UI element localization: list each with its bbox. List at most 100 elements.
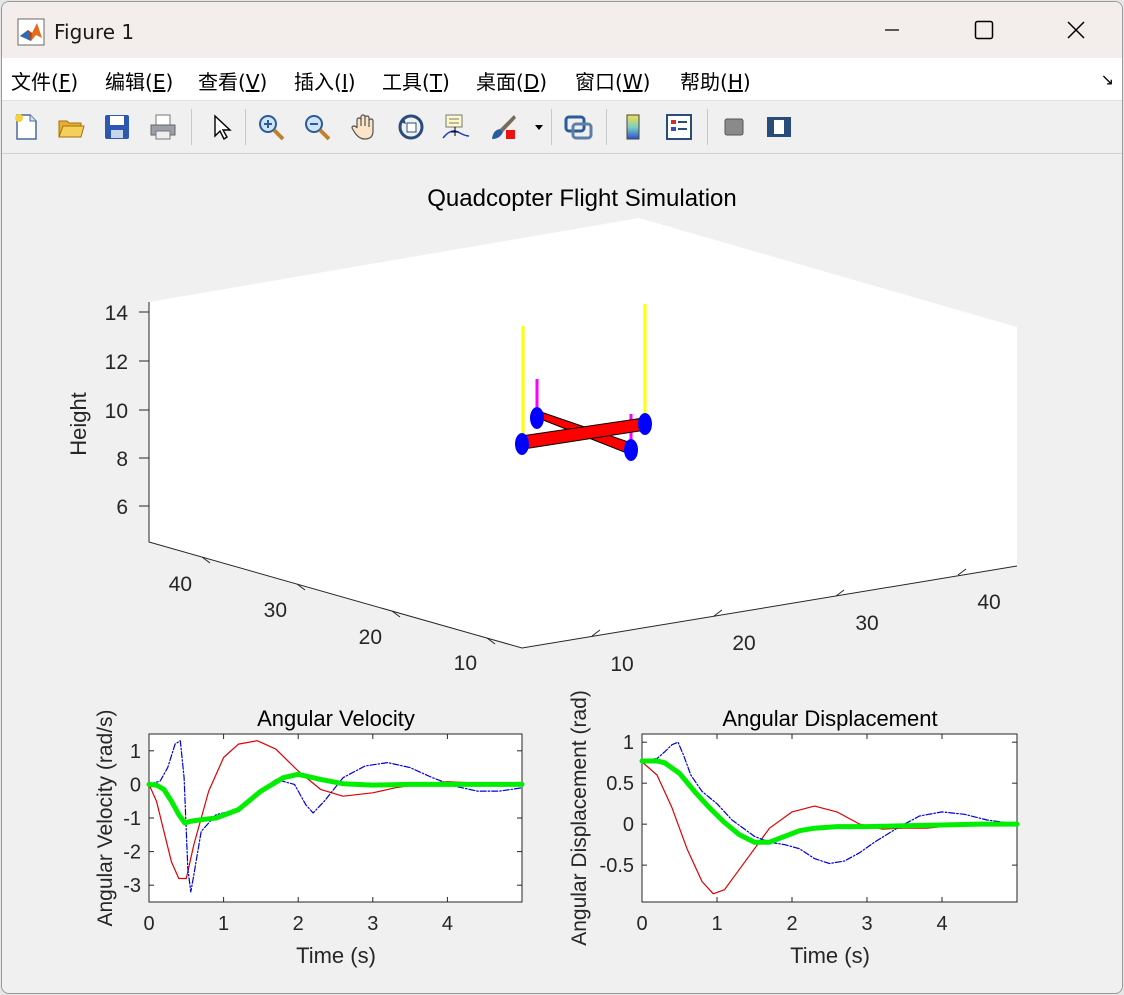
- angular-velocity-series: [146, 740, 525, 893]
- show-plot-tools-icon: [767, 117, 791, 137]
- angular-displacement-series: [639, 741, 1020, 895]
- menu-desktop-label: 桌面(: [476, 70, 524, 94]
- colorbar-button[interactable]: [616, 110, 650, 144]
- axes-3d[interactable]: Quadcopter Flight Simulation Height 14 1…: [66, 185, 1018, 676]
- link-plot-icon: [564, 115, 593, 140]
- close-button[interactable]: [1030, 2, 1122, 58]
- rotate-3d-button[interactable]: [394, 110, 428, 144]
- menu-help-tail: ): [742, 70, 751, 94]
- x-tick-label: 3: [367, 913, 378, 935]
- show-plot-tools-button[interactable]: [762, 110, 796, 144]
- select-arrow-icon: [214, 114, 232, 141]
- menu-file-tail: ): [70, 70, 79, 94]
- rotor: [638, 413, 652, 435]
- x-tick-label: 4: [442, 913, 453, 935]
- menu-bar: 文件(F) 编辑(E) 查看(V) 插入(I) 工具(T) 桌面(D) 窗口(W…: [2, 58, 1122, 101]
- legend-icon: [666, 114, 692, 140]
- menu-help-key: H: [727, 70, 743, 94]
- menu-file[interactable]: 文件(F): [11, 66, 78, 95]
- y-tick-label: -0.5: [600, 855, 634, 877]
- open-button[interactable]: [54, 110, 88, 144]
- x-tick-label: 10: [610, 653, 633, 676]
- z-tick-label: 8: [116, 448, 128, 471]
- angular-displacement-axes[interactable]: Angular Displacement Time (s) Angular Di…: [568, 690, 1020, 968]
- x-tick-label: 20: [732, 632, 755, 655]
- data-cursor-button[interactable]: [439, 110, 473, 144]
- y-tick-label: 40: [169, 573, 192, 596]
- menu-help[interactable]: 帮助(H): [680, 66, 751, 95]
- x-tick-label: 1: [218, 913, 229, 935]
- pan-button[interactable]: [347, 110, 381, 144]
- angular-displacement-yticks: 1 0.5 0 -0.5: [600, 732, 1017, 877]
- menu-window-tail: ): [642, 70, 651, 94]
- save-button[interactable]: [100, 110, 134, 144]
- brush-icon: [492, 115, 516, 139]
- menu-edit-label: 编辑(: [105, 70, 153, 94]
- menu-view-label: 查看(: [198, 70, 246, 94]
- menu-tools-label: 工具(: [382, 70, 430, 94]
- y-tick-label: 1: [623, 732, 634, 754]
- angular-velocity-xticks: 0 1 2 3 4: [143, 734, 453, 935]
- title-bar[interactable]: Figure 1: [2, 2, 1122, 58]
- angular-displacement-ylabel: Angular Displacement (rad): [568, 690, 591, 946]
- minimize-icon: [885, 29, 899, 31]
- x-tick-label: 0: [636, 913, 647, 935]
- figure-svg: Quadcopter Flight Simulation Height 14 1…: [66, 185, 1020, 968]
- y-tick-label: -3: [123, 875, 141, 897]
- series-line-red: [641, 761, 1018, 895]
- angular-velocity-axes[interactable]: Angular Velocity Time (s) Angular Veloci…: [94, 706, 525, 968]
- brush-dropdown[interactable]: [532, 110, 546, 144]
- menu-desktop-key: D: [523, 70, 540, 94]
- zoom-in-button[interactable]: [254, 110, 288, 144]
- print-button[interactable]: [146, 110, 180, 144]
- y-tick-label: 10: [454, 652, 477, 675]
- menu-edit-key: E: [152, 70, 166, 94]
- zoom-out-icon: [305, 115, 331, 141]
- menu-file-label: 文件(: [11, 70, 59, 94]
- rotor: [530, 407, 544, 429]
- menu-window[interactable]: 窗口(W): [575, 66, 650, 95]
- y-tick-label: 0.5: [606, 773, 634, 795]
- save-icon: [105, 115, 129, 139]
- angular-velocity-ylabel: Angular Velocity (rad/s): [94, 709, 117, 926]
- series-line-green: [146, 771, 525, 826]
- minimize-button[interactable]: [846, 2, 938, 58]
- x-tick-label: 3: [861, 913, 872, 935]
- toolbar-separator: [551, 109, 552, 145]
- matlab-logo-icon: [17, 18, 45, 46]
- z-tick-label: 6: [116, 496, 128, 519]
- x-floor-ticks: 10 20 30 40: [591, 568, 1001, 676]
- zoom-out-button[interactable]: [300, 110, 334, 144]
- x-tick-label: 4: [936, 913, 947, 935]
- menu-insert[interactable]: 插入(I): [294, 66, 356, 95]
- menu-desktop[interactable]: 桌面(D): [476, 66, 547, 95]
- new-figure-button[interactable]: [9, 110, 43, 144]
- angular-displacement-xticks: 0 1 2 3 4: [636, 734, 948, 935]
- angular-velocity-title: Angular Velocity: [257, 706, 415, 731]
- hide-plot-tools-button[interactable]: [717, 110, 751, 144]
- maximize-button[interactable]: [938, 2, 1030, 58]
- close-icon: [1067, 21, 1085, 39]
- x-tick-label: 1: [711, 913, 722, 935]
- quadcopter-model: [515, 304, 652, 461]
- maximize-icon: [974, 20, 994, 40]
- link-plot-button[interactable]: [561, 110, 595, 144]
- menu-edit-tail: ): [165, 70, 174, 94]
- rotate-3d-icon: [398, 114, 424, 140]
- dock-arrow-icon[interactable]: ↘: [1100, 70, 1114, 89]
- brush-button[interactable]: [486, 110, 520, 144]
- y-tick-label: -2: [123, 842, 141, 864]
- axes-3d-frame: [148, 302, 1018, 649]
- pan-hand-icon: [351, 114, 374, 140]
- menu-view[interactable]: 查看(V): [198, 66, 267, 95]
- z-tick-label: 10: [105, 400, 128, 423]
- edit-plot-button[interactable]: [203, 110, 237, 144]
- menu-edit[interactable]: 编辑(E): [105, 66, 173, 95]
- x-tick-label: 40: [977, 591, 1000, 614]
- legend-button[interactable]: [662, 110, 696, 144]
- angular-displacement-xlabel: Time (s): [790, 943, 870, 968]
- series-line-green: [639, 758, 1020, 845]
- menu-tools[interactable]: 工具(T): [382, 66, 450, 95]
- angular-displacement-title: Angular Displacement: [722, 706, 937, 731]
